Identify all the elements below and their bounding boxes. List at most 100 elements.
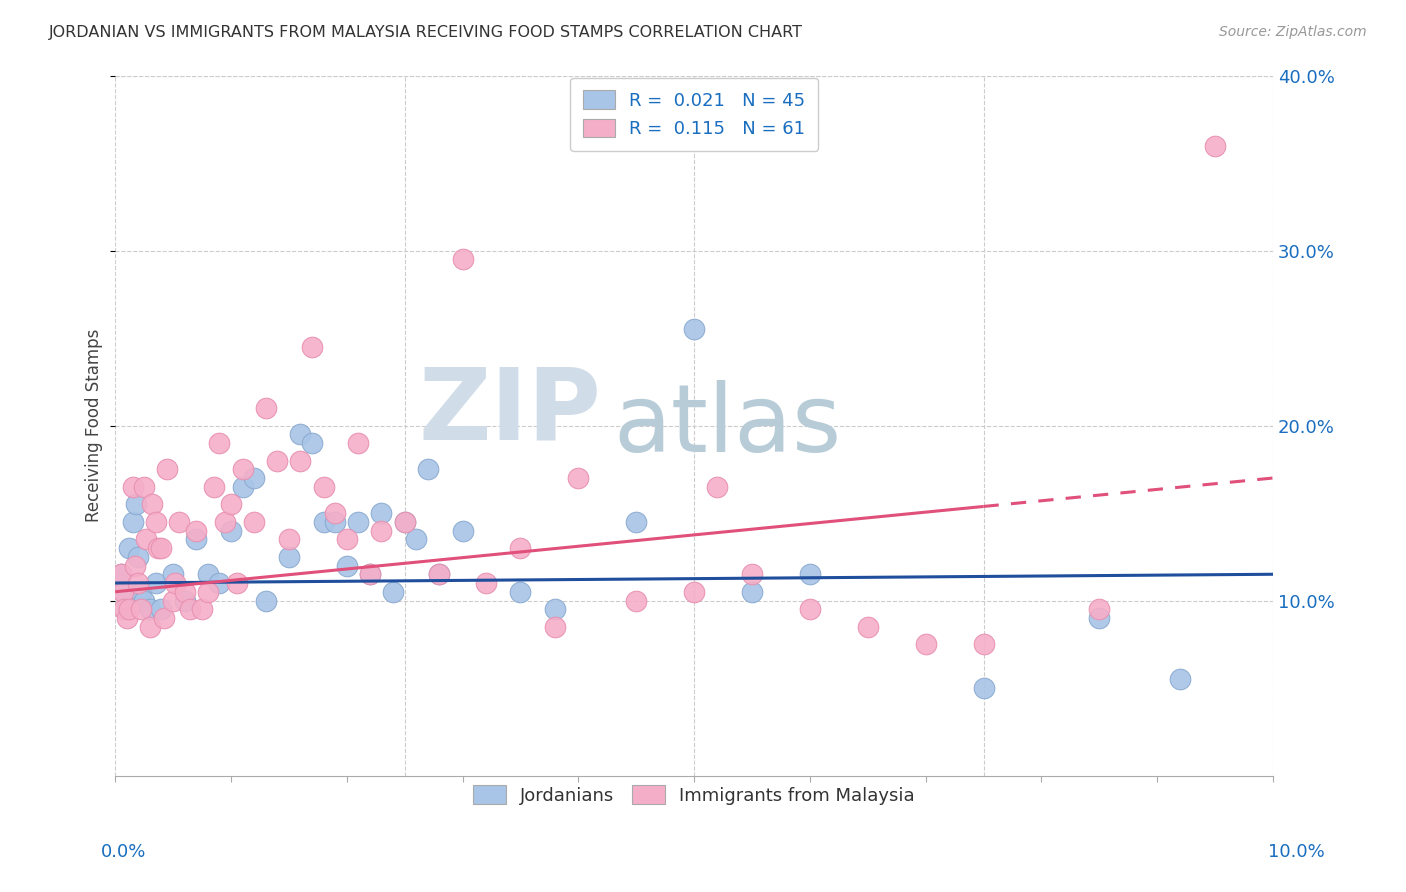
Point [110, 567, 132, 582]
Point [219, 524, 242, 538]
Point [509, 584, 531, 599]
Point [359, 567, 381, 582]
Point [197, 567, 219, 582]
Point [416, 462, 439, 476]
Point [208, 576, 231, 591]
Point [394, 515, 416, 529]
Point [277, 533, 299, 547]
Point [118, 602, 141, 616]
Point [1204, 138, 1226, 153]
Point [139, 602, 162, 616]
Point [121, 515, 143, 529]
Text: atlas: atlas [613, 379, 841, 472]
Point [544, 602, 567, 616]
Point [290, 427, 312, 442]
Point [544, 620, 567, 634]
Point [347, 515, 370, 529]
Point [336, 558, 359, 573]
Point [683, 322, 706, 336]
Point [382, 584, 405, 599]
Point [118, 541, 141, 555]
Point [323, 506, 346, 520]
Point [427, 567, 450, 582]
Point [683, 584, 706, 599]
Point [145, 576, 167, 591]
Point [186, 524, 208, 538]
Point [121, 480, 143, 494]
Point [127, 549, 149, 564]
Point [359, 567, 381, 582]
Point [173, 584, 195, 599]
Point [451, 524, 474, 538]
Point [1170, 673, 1192, 687]
Point [799, 602, 821, 616]
Point [277, 549, 299, 564]
Point [132, 593, 155, 607]
Point [254, 593, 277, 607]
Point [127, 576, 149, 591]
Point [706, 480, 728, 494]
Point [254, 401, 277, 415]
Point [741, 567, 763, 582]
Point [427, 567, 450, 582]
Y-axis label: Receiving Food Stamps: Receiving Food Stamps [86, 329, 103, 522]
Point [973, 681, 995, 695]
Point [231, 480, 253, 494]
Legend: Jordanians, Immigrants from Malaysia: Jordanians, Immigrants from Malaysia [463, 774, 925, 815]
Point [509, 541, 531, 555]
Point [165, 576, 187, 591]
Point [162, 593, 184, 607]
Point [312, 515, 335, 529]
Point [914, 637, 936, 651]
Point [312, 480, 335, 494]
Point [370, 524, 392, 538]
Point [129, 584, 152, 599]
Point [624, 593, 647, 607]
Point [110, 567, 132, 582]
Point [323, 515, 346, 529]
Point [112, 584, 135, 599]
Point [186, 533, 208, 547]
Point [145, 515, 167, 529]
Point [129, 602, 152, 616]
Point [347, 436, 370, 450]
Point [856, 620, 879, 634]
Point [173, 593, 195, 607]
Point [225, 576, 247, 591]
Point [197, 584, 219, 599]
Point [146, 541, 169, 555]
Point [567, 471, 589, 485]
Point [219, 497, 242, 511]
Point [150, 602, 173, 616]
Point [243, 471, 266, 485]
Point [179, 602, 201, 616]
Point [290, 453, 312, 467]
Text: JORDANIAN VS IMMIGRANTS FROM MALAYSIA RECEIVING FOOD STAMPS CORRELATION CHART: JORDANIAN VS IMMIGRANTS FROM MALAYSIA RE… [49, 25, 803, 40]
Point [243, 515, 266, 529]
Point [266, 453, 288, 467]
Point [394, 515, 416, 529]
Point [799, 567, 821, 582]
Point [1088, 602, 1111, 616]
Point [202, 480, 225, 494]
Point [112, 584, 135, 599]
Point [139, 620, 162, 634]
Point [191, 602, 214, 616]
Point [124, 558, 146, 573]
Point [115, 602, 138, 616]
Point [301, 436, 323, 450]
Point [214, 515, 236, 529]
Point [150, 541, 173, 555]
Point [125, 497, 148, 511]
Text: ZIP: ZIP [419, 363, 602, 460]
Point [152, 611, 174, 625]
Point [336, 533, 359, 547]
Point [135, 533, 157, 547]
Point [973, 637, 995, 651]
Point [162, 567, 184, 582]
Point [1088, 611, 1111, 625]
Point [208, 436, 231, 450]
Point [624, 515, 647, 529]
Point [451, 252, 474, 267]
Point [405, 533, 427, 547]
